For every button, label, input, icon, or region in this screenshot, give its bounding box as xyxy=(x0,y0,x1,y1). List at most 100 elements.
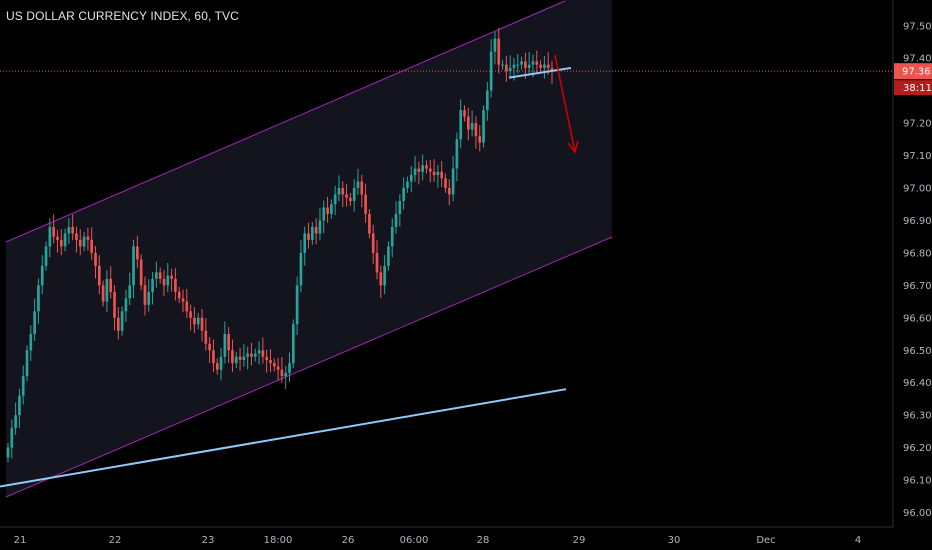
candle-body xyxy=(181,298,185,302)
candle-body xyxy=(143,285,147,305)
x-tick-label: 21 xyxy=(14,535,27,546)
candle-body xyxy=(223,334,227,357)
channel-upper-line xyxy=(5,0,566,243)
candle-body xyxy=(170,275,173,279)
candle-body xyxy=(455,139,459,169)
candle-body xyxy=(432,171,436,176)
candle-body xyxy=(59,239,63,247)
candle-body xyxy=(14,415,17,429)
candle-body xyxy=(291,324,295,364)
candle-body xyxy=(280,369,284,377)
candle-body xyxy=(204,330,208,344)
candle-body xyxy=(417,168,421,172)
candle-body xyxy=(75,233,78,240)
candle-body xyxy=(364,194,367,214)
y-tick-label: 97.10 xyxy=(903,151,932,162)
candle-body xyxy=(489,51,493,91)
candle-body xyxy=(470,123,474,130)
candle-body xyxy=(326,207,329,214)
candle-body xyxy=(349,197,352,201)
candle-body xyxy=(212,350,215,364)
candle-body xyxy=(33,311,36,335)
candle-body xyxy=(124,298,128,312)
candle-body xyxy=(193,317,196,325)
candle-body xyxy=(512,64,516,68)
x-tick-label: 06:00 xyxy=(400,535,429,546)
candle-body xyxy=(6,447,10,458)
short-trendline xyxy=(508,66,572,79)
x-tick-label: 29 xyxy=(573,535,586,546)
candle-body xyxy=(299,252,303,286)
candle-body xyxy=(37,285,40,312)
candle-body xyxy=(105,278,109,302)
candle-body xyxy=(147,291,151,305)
candle-body xyxy=(535,61,539,65)
candle-body xyxy=(44,246,48,266)
candle-body xyxy=(94,252,97,266)
candle-body xyxy=(288,363,291,373)
candle-body xyxy=(246,353,249,357)
candle-body xyxy=(337,188,341,195)
candle-body xyxy=(116,317,120,331)
candle-body xyxy=(505,64,508,72)
x-tick-label: 23 xyxy=(202,535,215,546)
candle-body xyxy=(25,350,29,377)
candle-body xyxy=(261,350,265,357)
y-tick-label: 96.60 xyxy=(903,313,932,324)
candle-body xyxy=(550,67,554,72)
candle-body xyxy=(231,350,234,364)
candle-body xyxy=(360,181,364,195)
candle-body xyxy=(428,168,432,172)
x-tick-label: 22 xyxy=(109,535,122,546)
candle-body xyxy=(508,67,512,72)
chart-title: US DOLLAR CURRENCY INDEX, 60, TVC xyxy=(6,9,239,23)
candle-body xyxy=(497,38,501,65)
candle-body xyxy=(174,278,177,292)
candle-body xyxy=(276,366,280,370)
candle-body xyxy=(520,61,523,65)
candle-body xyxy=(421,165,424,172)
x-tick-label: 4 xyxy=(855,535,861,546)
candle-body xyxy=(63,233,67,247)
candle-body xyxy=(413,168,417,176)
candle-body xyxy=(425,165,428,169)
candle-body xyxy=(82,236,86,247)
candle-body xyxy=(132,246,135,286)
y-tick-label: 96.20 xyxy=(903,443,932,454)
candle-body xyxy=(539,64,542,68)
candle-body xyxy=(250,353,253,357)
candle-body xyxy=(200,317,204,331)
candle-body xyxy=(352,188,356,201)
candle-body xyxy=(40,265,44,286)
forecast-arrow-head xyxy=(567,140,579,154)
candle-body xyxy=(18,395,21,416)
y-tick-label: 96.40 xyxy=(903,378,932,389)
candle-body xyxy=(371,233,375,253)
candle-body xyxy=(330,204,333,214)
candle-body xyxy=(368,213,371,234)
candle-body xyxy=(257,350,261,354)
candle-body xyxy=(71,226,75,234)
candle-body xyxy=(21,376,25,396)
x-tick-label: Dec xyxy=(756,535,775,546)
candle-body xyxy=(402,188,405,201)
y-tick-label: 96.30 xyxy=(903,411,932,422)
candle-body xyxy=(189,311,192,318)
candle-body xyxy=(166,275,170,286)
candle-body xyxy=(474,123,478,137)
y-tick-label: 96.70 xyxy=(903,281,932,292)
forecast-arrow-shaft xyxy=(554,54,576,153)
countdown-label: 38:11 xyxy=(903,83,932,94)
candle-body xyxy=(120,311,124,331)
candle-body xyxy=(466,116,470,130)
candle-body xyxy=(379,272,383,286)
last-price-tag xyxy=(894,63,932,80)
candle-body xyxy=(444,178,447,188)
candle-body xyxy=(409,175,413,182)
y-tick-label: 96.90 xyxy=(903,216,932,227)
candle-body xyxy=(227,334,230,351)
candle-body xyxy=(436,171,440,176)
candle-body xyxy=(196,317,200,325)
candle-body xyxy=(322,207,326,221)
